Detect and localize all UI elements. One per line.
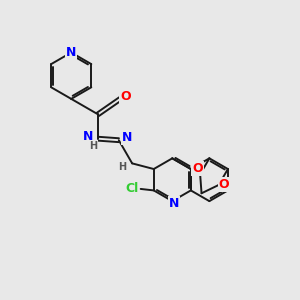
Text: N: N	[66, 46, 76, 59]
Text: N: N	[169, 197, 179, 210]
Text: H: H	[89, 141, 98, 151]
Text: O: O	[193, 162, 203, 175]
Text: O: O	[120, 90, 131, 103]
Text: N: N	[83, 130, 94, 143]
Text: Cl: Cl	[125, 182, 138, 195]
Text: N: N	[122, 131, 132, 144]
Text: H: H	[118, 162, 127, 172]
Text: O: O	[219, 178, 229, 191]
